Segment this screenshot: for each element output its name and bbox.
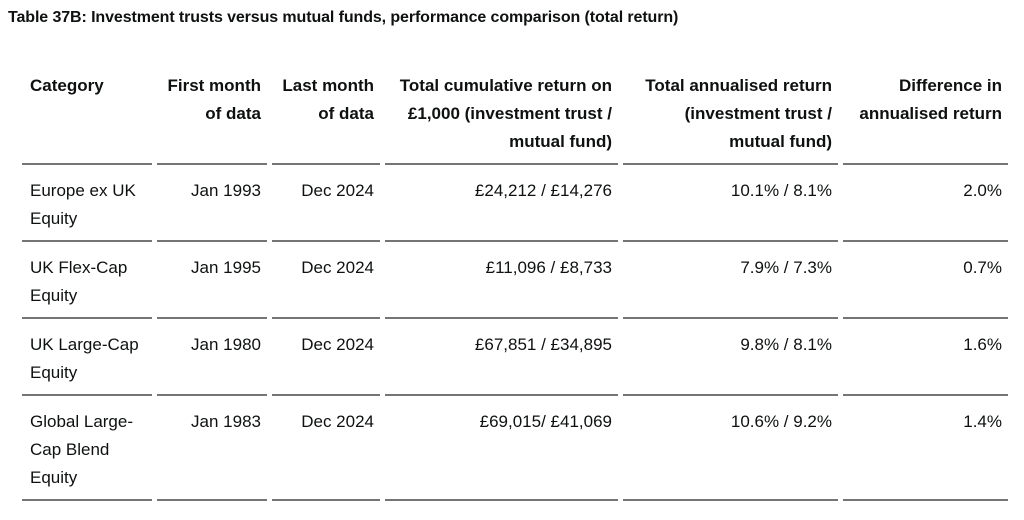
cell-difference: 1.6% xyxy=(843,319,1008,396)
table-title: Table 37B: Investment trusts versus mutu… xyxy=(8,9,679,26)
cell-annualised-return: 10.1% / 8.1% xyxy=(623,165,838,242)
table-row: UK Large-Cap Equity Jan 1980 Dec 2024 £6… xyxy=(22,319,1008,396)
table-row: Europe ex UK Equity Jan 1993 Dec 2024 £2… xyxy=(22,165,1008,242)
header-row: Category First month of data Last month … xyxy=(22,56,1008,165)
cell-last-month: Dec 2024 xyxy=(272,396,380,501)
cell-last-month: Dec 2024 xyxy=(272,319,380,396)
header-last-month: Last month of data xyxy=(272,56,380,165)
cell-cumulative-return: £67,851 / £34,895 xyxy=(385,319,618,396)
header-first-month: First month of data xyxy=(157,56,267,165)
cell-cumulative-return: £24,212 / £14,276 xyxy=(385,165,618,242)
cell-annualised-return: 9.8% / 8.1% xyxy=(623,319,838,396)
table-row: UK Flex-Cap Equity Jan 1995 Dec 2024 £11… xyxy=(22,242,1008,319)
cell-first-month: Jan 1993 xyxy=(157,165,267,242)
cell-category: Global Large- Cap Blend Equity xyxy=(22,396,152,501)
cell-difference: 0.7% xyxy=(843,242,1008,319)
cell-category: UK Flex-Cap Equity xyxy=(22,242,152,319)
cell-difference: 2.0% xyxy=(843,165,1008,242)
table-row: Global Large- Cap Blend Equity Jan 1983 … xyxy=(22,396,1008,501)
cell-first-month: Jan 1980 xyxy=(157,319,267,396)
cell-last-month: Dec 2024 xyxy=(272,165,380,242)
cell-cumulative-return: £69,015/ £41,069 xyxy=(385,396,618,501)
cell-category: UK Large-Cap Equity xyxy=(22,319,152,396)
cell-category: Europe ex UK Equity xyxy=(22,165,152,242)
cell-annualised-return: 7.9% / 7.3% xyxy=(623,242,838,319)
table-body: Europe ex UK Equity Jan 1993 Dec 2024 £2… xyxy=(22,165,1008,501)
cell-difference: 1.4% xyxy=(843,396,1008,501)
header-cumulative-return: Total cumulative return on £1,000 (inves… xyxy=(385,56,618,165)
cell-first-month: Jan 1995 xyxy=(157,242,267,319)
cell-first-month: Jan 1983 xyxy=(157,396,267,501)
cell-last-month: Dec 2024 xyxy=(272,242,380,319)
performance-comparison-table: Category First month of data Last month … xyxy=(17,56,1013,501)
cell-cumulative-return: £11,096 / £8,733 xyxy=(385,242,618,319)
cell-annualised-return: 10.6% / 9.2% xyxy=(623,396,838,501)
header-difference: Difference in annualised return xyxy=(843,56,1008,165)
table-header: Category First month of data Last month … xyxy=(22,56,1008,165)
header-category: Category xyxy=(22,56,152,165)
header-annualised-return: Total annualised return (investment trus… xyxy=(623,56,838,165)
